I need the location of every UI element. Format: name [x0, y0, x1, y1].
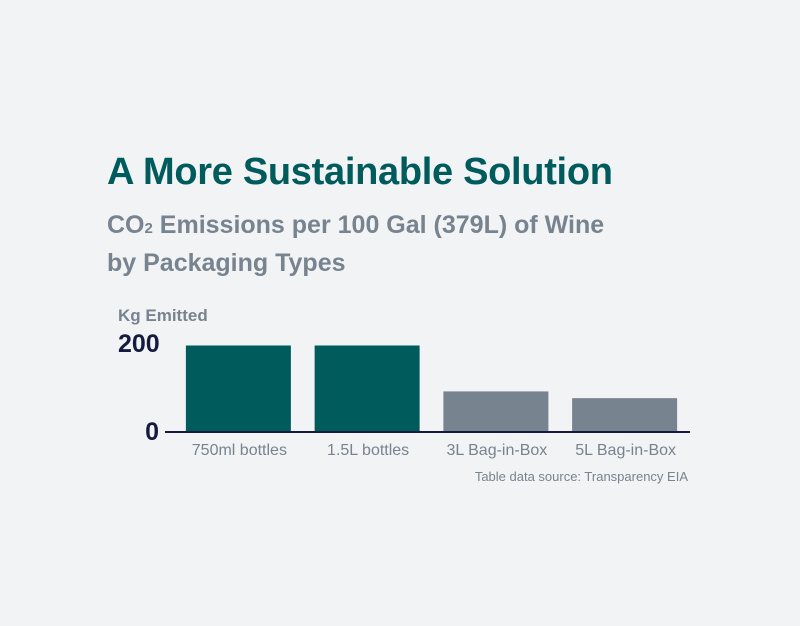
category-label: 1.5L bottles — [327, 442, 409, 459]
category-label: 750ml bottles — [192, 442, 287, 459]
subtitle-subscript: 2 — [144, 220, 153, 237]
subtitle-rest-text: Emissions per 100 Gal (379L) of Wine — [152, 211, 605, 239]
category-labels: 750ml bottles 1.5L bottles 3L Bag-in-Box 5L… — [192, 442, 676, 459]
subtitle-co-text: CO — [107, 211, 145, 239]
bar — [572, 398, 678, 431]
page-title: A More Sustainable Solution — [107, 151, 613, 193]
y-axis-label: Kg Emitted — [118, 306, 208, 325]
subtitle-line-2: by Packaging Types — [107, 249, 346, 277]
bar — [314, 345, 420, 431]
y-tick-labels: 0 200 — [118, 330, 160, 446]
y-tick-label: 200 — [118, 330, 160, 358]
subtitle-line-1: CO2 Emissions per 100 Gal (379L) of Wine — [107, 208, 604, 246]
bars — [185, 345, 678, 431]
bar — [185, 345, 291, 431]
category-label: 5L Bag-in-Box — [575, 442, 676, 459]
y-tick-label: 0 — [145, 418, 159, 446]
bar — [443, 391, 549, 431]
data-source-note: Table data source: Transparency EIA — [474, 469, 688, 484]
chart-subtitle: CO2 Emissions per 100 Gal (379L) of Wine… — [107, 208, 604, 280]
category-label: 3L Bag-in-Box — [446, 442, 547, 459]
